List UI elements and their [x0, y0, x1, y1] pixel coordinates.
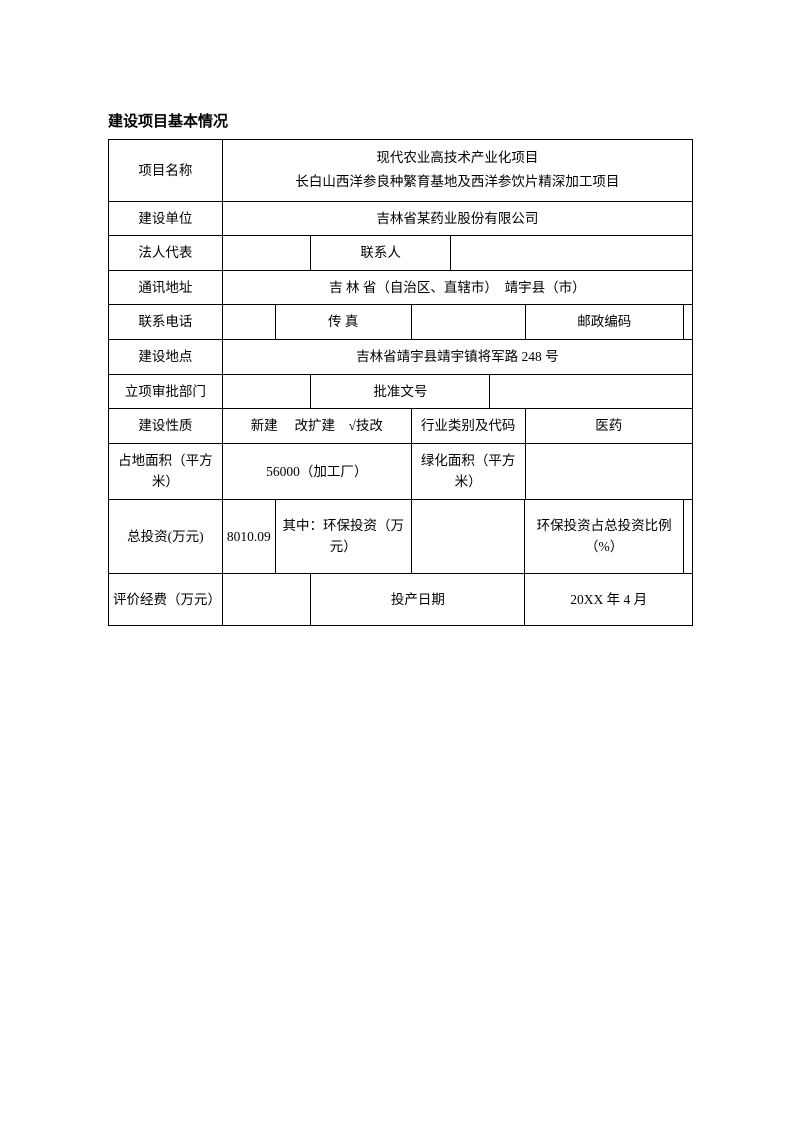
table-row: 评价经费（万元） 投产日期 20XX 年 4 月 [109, 573, 693, 625]
value-build-loc: 吉林省靖宇县靖宇镇将军路 248 号 [222, 339, 692, 374]
value-project-name: 现代农业高技术产业化项目 长白山西洋参良种繁育基地及西洋参饮片精深加工项目 [222, 140, 692, 202]
value-industry: 医药 [525, 409, 692, 444]
label-build-unit: 建设单位 [109, 201, 223, 236]
table-row: 建设地点 吉林省靖宇县靖宇镇将军路 248 号 [109, 339, 693, 374]
table-row: 立项审批部门 批准文号 [109, 374, 693, 409]
label-land-area: 占地面积（平方米） [109, 443, 223, 499]
value-approval-dept [222, 374, 311, 409]
value-green-area [525, 443, 692, 499]
table-row: 建设单位 吉林省某药业股份有限公司 [109, 201, 693, 236]
table-row: 通讯地址 吉 林 省（自治区、直辖市） 靖宇县（市） [109, 270, 693, 305]
value-fax [411, 305, 525, 340]
value-build-nature: 新建 改扩建 √技改 [222, 409, 411, 444]
label-build-nature: 建设性质 [109, 409, 223, 444]
label-fax: 传 真 [275, 305, 411, 340]
value-eval-fee [222, 573, 311, 625]
label-project-name: 项目名称 [109, 140, 223, 202]
value-env-ratio [683, 499, 692, 573]
label-green-area: 绿化面积（平方米） [411, 443, 525, 499]
label-eval-fee: 评价经费（万元） [109, 573, 223, 625]
label-legal-rep: 法人代表 [109, 236, 223, 271]
table-row: 联系电话 传 真 邮政编码 [109, 305, 693, 340]
value-build-unit: 吉林省某药业股份有限公司 [222, 201, 692, 236]
label-env-ratio: 环保投资占总投资比例（%） [525, 499, 683, 573]
value-land-area: 56000（加工厂） [222, 443, 411, 499]
value-contact [450, 236, 692, 271]
label-approval-no: 批准文号 [311, 374, 490, 409]
label-contact: 联系人 [311, 236, 451, 271]
text: 现代农业高技术产业化项目 [376, 150, 538, 165]
table-row: 项目名称 现代农业高技术产业化项目 长白山西洋参良种繁育基地及西洋参饮片精深加工… [109, 140, 693, 202]
value-prod-date: 20XX 年 4 月 [525, 573, 693, 625]
value-phone [222, 305, 275, 340]
table-row: 建设性质 新建 改扩建 √技改 行业类别及代码 医药 [109, 409, 693, 444]
value-total-invest: 8010.09 [222, 499, 275, 573]
table-row: 法人代表 联系人 [109, 236, 693, 271]
label-phone: 联系电话 [109, 305, 223, 340]
label-approval-dept: 立项审批部门 [109, 374, 223, 409]
label-env-invest: 其中：环保投资（万元） [275, 499, 411, 573]
table-row: 占地面积（平方米） 56000（加工厂） 绿化面积（平方米） [109, 443, 693, 499]
value-legal-rep [222, 236, 311, 271]
label-postcode: 邮政编码 [525, 305, 683, 340]
value-env-invest [411, 499, 525, 573]
label-industry: 行业类别及代码 [411, 409, 525, 444]
label-prod-date: 投产日期 [311, 573, 525, 625]
text: 长白山西洋参良种繁育基地及西洋参饮片精深加工项目 [295, 174, 619, 189]
value-address: 吉 林 省（自治区、直辖市） 靖宇县（市） [222, 270, 692, 305]
label-build-loc: 建设地点 [109, 339, 223, 374]
value-approval-no [490, 374, 693, 409]
project-info-table: 项目名称 现代农业高技术产业化项目 长白山西洋参良种繁育基地及西洋参饮片精深加工… [108, 139, 693, 626]
value-postcode [683, 305, 692, 340]
table-row: 总投资(万元) 8010.09 其中：环保投资（万元） 环保投资占总投资比例（%… [109, 499, 693, 573]
label-address: 通讯地址 [109, 270, 223, 305]
label-total-invest: 总投资(万元) [109, 499, 223, 573]
page-title: 建设项目基本情况 [108, 110, 693, 131]
